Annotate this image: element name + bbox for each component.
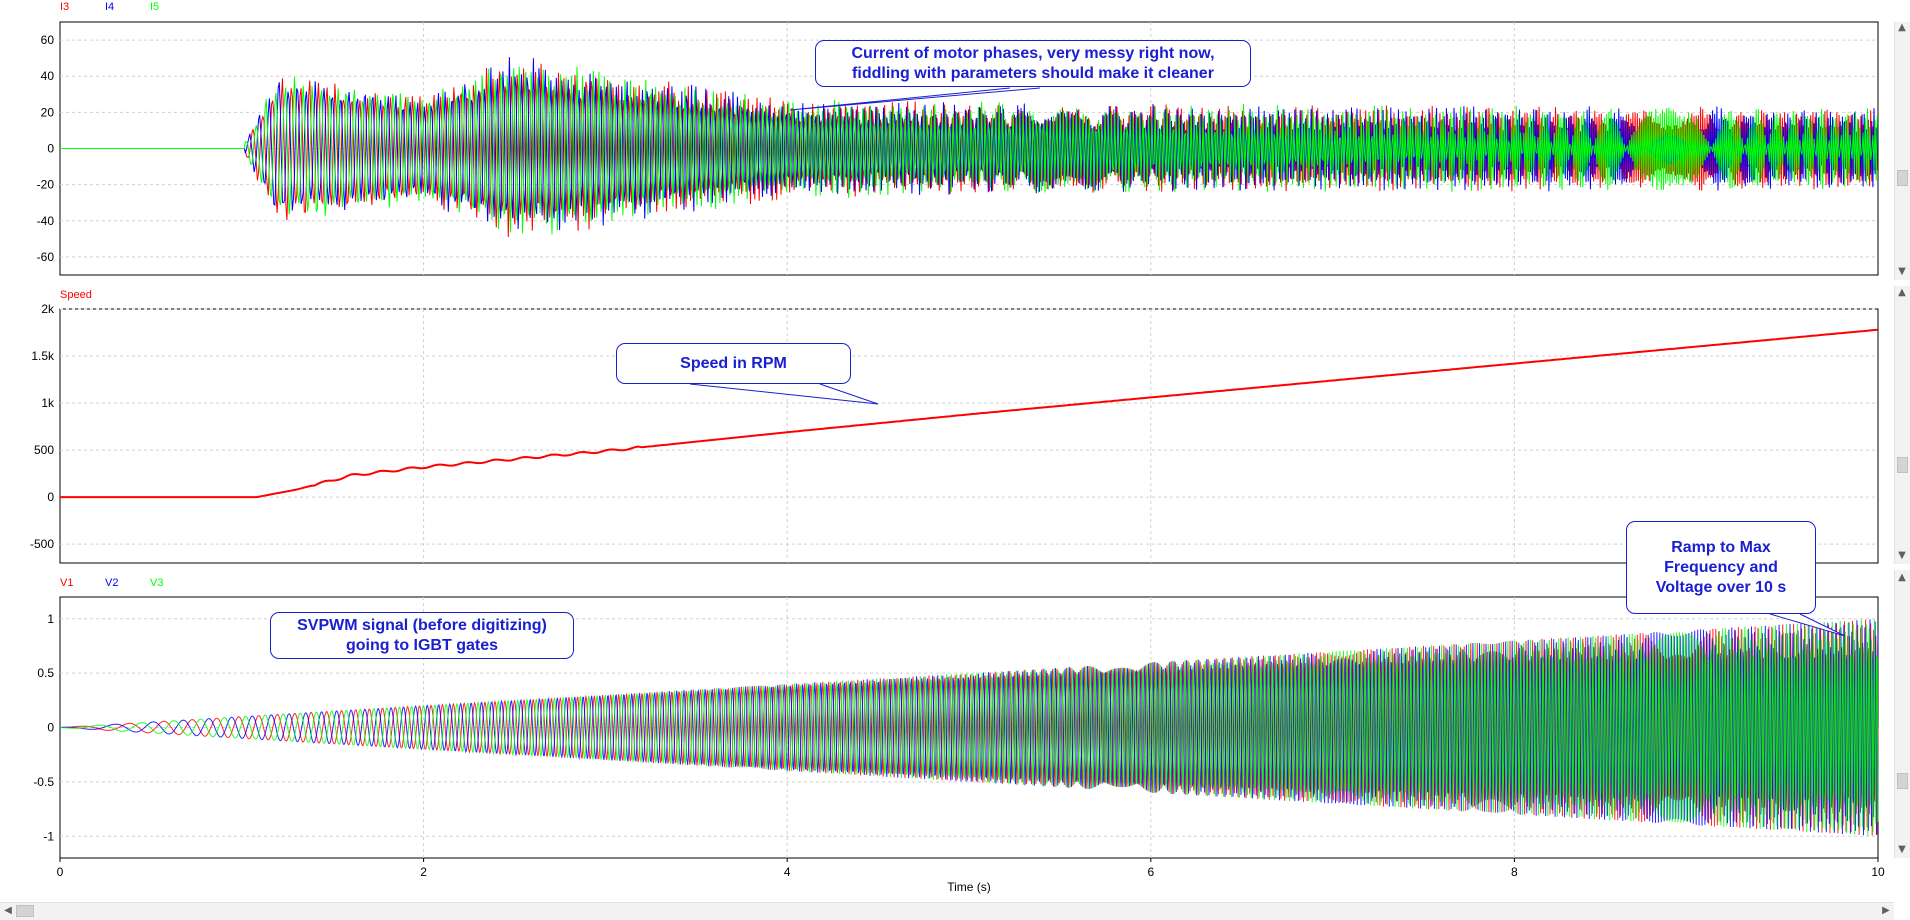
y-tick-label: -1 [43, 829, 54, 843]
x-tick-label: 0 [57, 865, 64, 879]
series-v1 [60, 619, 1879, 836]
legend-entry: Speed [60, 289, 92, 301]
plot-area-frame [59, 308, 1879, 564]
y-tick-label: 0 [47, 721, 54, 735]
y-tick-label: 0 [47, 490, 54, 504]
x-tick-label: 6 [1147, 865, 1154, 879]
legend-entry: I4 [105, 1, 114, 13]
legend-entry: I3 [60, 1, 69, 13]
ramp-annotation-pointer [1769, 613, 1846, 637]
x-axis-label: Time (s) [947, 880, 991, 894]
y-tick-label: -0.5 [33, 775, 54, 789]
ramp-annotation: Ramp to Max Frequency and Voltage over 1… [1626, 521, 1816, 614]
y-tick-label: 1 [47, 612, 54, 626]
scrollbar-speed[interactable] [1894, 286, 1910, 564]
scroll-up-icon[interactable]: ▲ [1898, 572, 1906, 583]
scroll-right-icon[interactable]: ▶ [1882, 905, 1890, 916]
y-tick-label: 40 [41, 69, 55, 83]
x-tick-label: 4 [784, 865, 791, 879]
scroll-up-icon[interactable]: ▲ [1898, 287, 1906, 298]
x-tick-label: 8 [1511, 865, 1518, 879]
horizontal-scrollbar-thumb[interactable] [16, 905, 34, 917]
y-tick-label: 60 [41, 33, 55, 47]
y-tick-label: -60 [37, 250, 55, 264]
scrollbar-voltages[interactable] [1894, 570, 1910, 858]
x-tick-label: 2 [420, 865, 427, 879]
legend-entry: V1 [60, 577, 73, 589]
currents-annotation: Current of motor phases, very messy righ… [815, 40, 1251, 87]
scroll-down-icon[interactable]: ▼ [1898, 844, 1906, 855]
scrollbar-thumb[interactable] [1897, 457, 1908, 473]
speed-annotation-pointer [689, 383, 879, 405]
legend-entry: I5 [150, 1, 159, 13]
scrollbar-thumb[interactable] [1897, 170, 1908, 186]
scrollbar-currents[interactable] [1894, 22, 1910, 280]
scroll-up-icon[interactable]: ▲ [1898, 22, 1906, 33]
y-tick-label: -40 [37, 214, 55, 228]
speed-annotation: Speed in RPM [616, 343, 851, 384]
series-i5 [60, 66, 1878, 235]
scroll-left-icon[interactable]: ◀ [4, 905, 12, 916]
currents-annotation-pointer [789, 87, 1041, 111]
legend-entry: V3 [150, 577, 163, 589]
svpwm-annotation: SVPWM signal (before digitizing) going t… [270, 612, 574, 659]
scrollbar-thumb[interactable] [1897, 773, 1908, 789]
horizontal-scrollbar[interactable] [0, 902, 1894, 920]
y-tick-label: 2k [41, 302, 55, 316]
series-speed [60, 328, 1879, 499]
y-tick-label: -20 [37, 178, 55, 192]
series-v3 [60, 619, 1879, 836]
scroll-down-icon[interactable]: ▼ [1898, 266, 1906, 277]
y-tick-label: 1k [41, 396, 55, 410]
y-tick-label: 1.5k [31, 349, 55, 363]
y-tick-label: -500 [30, 537, 54, 551]
y-tick-label: 0.5 [37, 666, 54, 680]
x-tick-label: 10 [1871, 865, 1885, 879]
y-tick-label: 0 [47, 142, 54, 156]
y-tick-label: 20 [41, 105, 55, 119]
y-tick-label: 500 [34, 443, 54, 457]
scroll-down-icon[interactable]: ▼ [1898, 550, 1906, 561]
legend-entry: V2 [105, 577, 118, 589]
